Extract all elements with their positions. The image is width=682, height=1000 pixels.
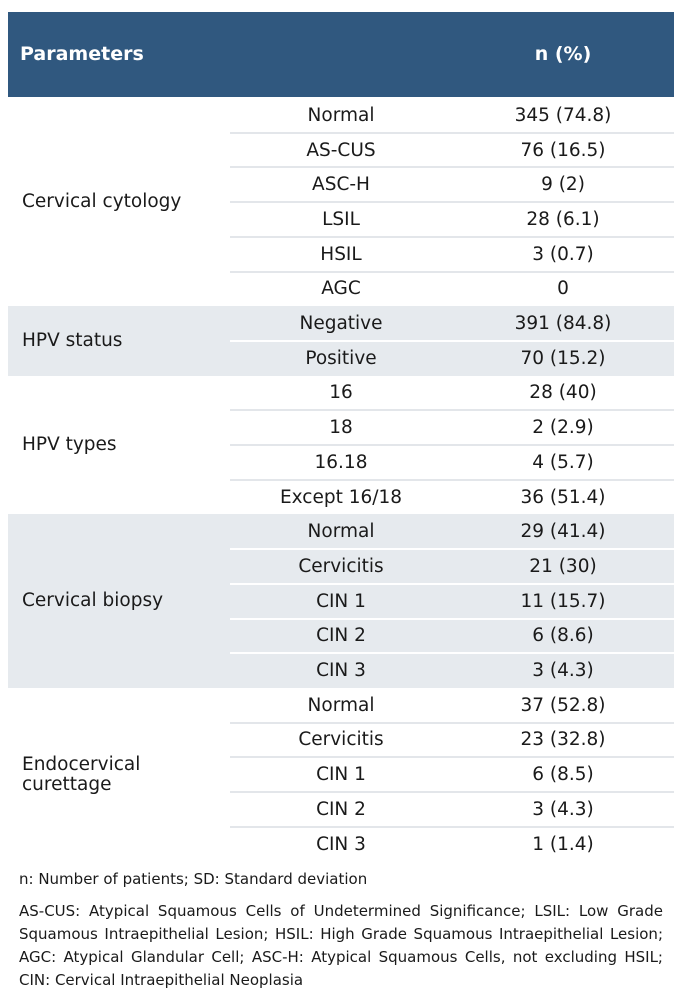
value-cell: 76 (16.5) [520,139,606,161]
sub-label: Cervicitis [298,555,384,577]
row-separator [230,409,674,412]
value-cell: 9 (2) [541,174,585,196]
value-cell: 0 [557,278,569,300]
group-label: Cervical cytology [22,191,182,213]
value-cell: 4 (5.7) [532,451,594,473]
row-separator [230,548,674,551]
group-label: HPV types [22,433,117,455]
value-cell: 21 (30) [529,555,597,577]
sub-label: Except 16/18 [279,486,403,508]
sub-label: CIN 2 [316,798,366,820]
value-cell: 11 (15.7) [520,590,606,612]
row-separator [230,235,674,238]
sub-label: 16 [329,382,353,404]
row-separator [230,270,674,273]
row-separator [230,756,674,759]
group-label: Endocervical curettage [22,753,141,795]
value-cell: 345 (74.8) [514,104,612,126]
sub-label: 16.18 [314,451,368,473]
value-cell: 29 (41.4) [520,521,606,543]
row-separator [230,617,674,620]
sub-label: Normal [307,521,375,543]
header-cell: n (%) [534,43,592,65]
row-group [8,514,674,688]
row-separator [230,444,674,446]
group-label: HPV status [22,329,123,351]
table-header: Parameters n (%) [8,12,674,97]
sub-label: Negative [299,313,383,335]
value-cell: 37 (52.8) [520,694,606,716]
value-cell: 3 (4.3) [532,798,594,820]
sub-label: CIN 2 [316,625,366,647]
row-separator [230,652,674,655]
value-cell: 3 (4.3) [532,660,594,682]
row-separator [230,478,674,481]
value-cell: 391 (84.8) [514,313,612,335]
value-cell: 28 (40) [529,382,597,404]
row-separator [230,166,674,169]
sub-label: LSIL [322,208,360,230]
value-cell: 23 (32.8) [520,729,606,751]
footnote: n: Number of patients; SD: Standard devi… [19,870,368,889]
sub-label: Normal [307,104,375,126]
value-cell: 2 (2.9) [532,417,594,439]
row-separator [230,825,674,828]
sub-label: CIN 1 [316,764,366,786]
value-cell: 28 (6.1) [526,208,600,230]
row-group [8,687,674,862]
footnote: AS-CUS: Atypical Squamous Cells of Undet… [19,902,663,990]
row-separator [230,721,674,724]
value-cell: 1 (1.4) [532,833,594,855]
header-cell: Parameters [20,43,144,65]
row-separator [230,339,674,342]
sub-label: CIN 1 [316,590,366,612]
sub-label: AGC [321,278,361,300]
sub-label: Normal [307,694,375,716]
row-separator [230,791,674,793]
value-cell: 70 (15.2) [520,347,606,369]
sub-label: Cervicitis [298,729,384,751]
value-cell: 3 (0.7) [532,243,594,265]
sub-label: ASC-H [312,174,370,196]
sub-label: 18 [329,417,353,439]
value-cell: 6 (8.6) [532,625,594,647]
sub-label: AS-CUS [306,139,376,161]
row-separator [230,131,674,134]
value-cell: 36 (51.4) [520,486,606,508]
group-label: Cervical biopsy [22,590,164,612]
sub-label: CIN 3 [316,660,366,682]
row-separator [230,582,674,585]
row-separator [230,201,674,204]
value-cell: 6 (8.5) [532,764,594,786]
sub-label: HSIL [320,243,362,265]
sub-label: CIN 3 [316,833,366,855]
sub-label: Positive [305,347,377,369]
